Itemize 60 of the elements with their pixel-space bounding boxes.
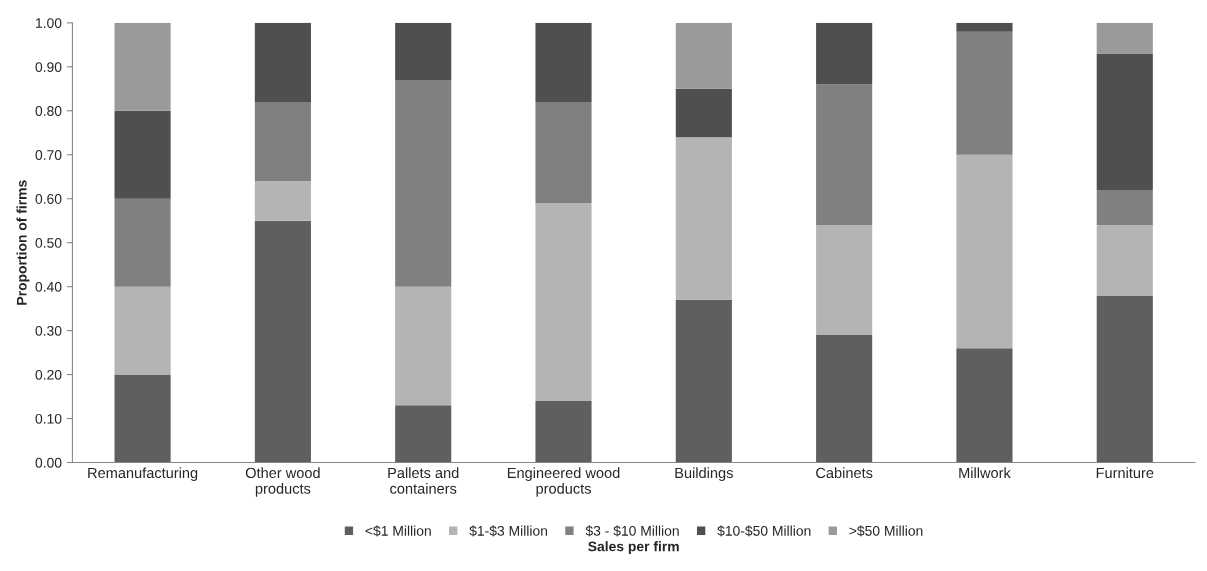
legend-label: $1-$3 Million [469,525,548,537]
bar [1096,22,1153,54]
bar [956,22,1013,32]
x-tick-label: Millwork [959,467,1011,479]
bar [1096,295,1153,463]
y-tick-label: 0.00 [35,457,62,468]
x-tick-label: Furniture [1096,467,1154,479]
bar [535,203,592,401]
x-tick-label: Pallets and containers [388,467,459,494]
y-tick-label: 0.20 [35,369,62,380]
bar [114,286,171,375]
y-tick-label: 1.00 [36,18,62,29]
bar [675,137,732,300]
bar [395,405,452,463]
legend-label: <$1 Million [365,525,431,537]
x-tick-label: Other wood products [245,467,320,497]
bar [254,22,311,102]
bar [675,88,732,138]
x-axis-title: Sales per firm [588,541,679,555]
y-tick-label: 0.80 [35,106,62,116]
y-tick-label: 0.10 [35,413,62,424]
bar [956,31,1013,155]
bar [114,110,171,199]
bar [395,80,452,287]
x-tick-label: Remanufacturing [88,467,198,481]
legend-label: $10-$50 Million [717,525,811,537]
x-tick-label: Cabinets [816,467,873,479]
bar [535,101,592,204]
y-tick-label: 0.50 [35,238,62,248]
bar [1096,53,1153,190]
bar [535,22,592,102]
y-tick-label: 0.40 [35,281,62,292]
bar [114,22,171,111]
y-tick-label: 0.60 [35,194,62,204]
bar [114,374,171,463]
bar [114,198,171,287]
y-tick-label: 0.90 [35,62,62,72]
bar [816,22,873,85]
y-tick-label: 0.30 [35,325,62,336]
bar [254,220,311,463]
bar [1096,189,1153,226]
bar [956,348,1013,463]
bar [816,225,873,336]
y-axis-title: Proportion of firms [16,180,30,305]
legend-label: $3 - $10 Million [585,525,679,537]
x-tick-label: Buildings [675,467,733,481]
bar [254,101,311,182]
bar [956,154,1013,349]
x-tick-label: Engineered wood products [507,467,620,497]
bar [395,286,452,406]
bar [1096,225,1153,296]
bar [675,22,732,89]
bar [816,84,873,226]
bar [254,181,311,221]
bar [395,22,452,80]
bar [535,400,592,463]
y-tick-label: 0.70 [35,150,62,160]
bar [816,335,873,463]
bar [675,299,732,463]
legend-label: >$50 Million [849,525,923,537]
